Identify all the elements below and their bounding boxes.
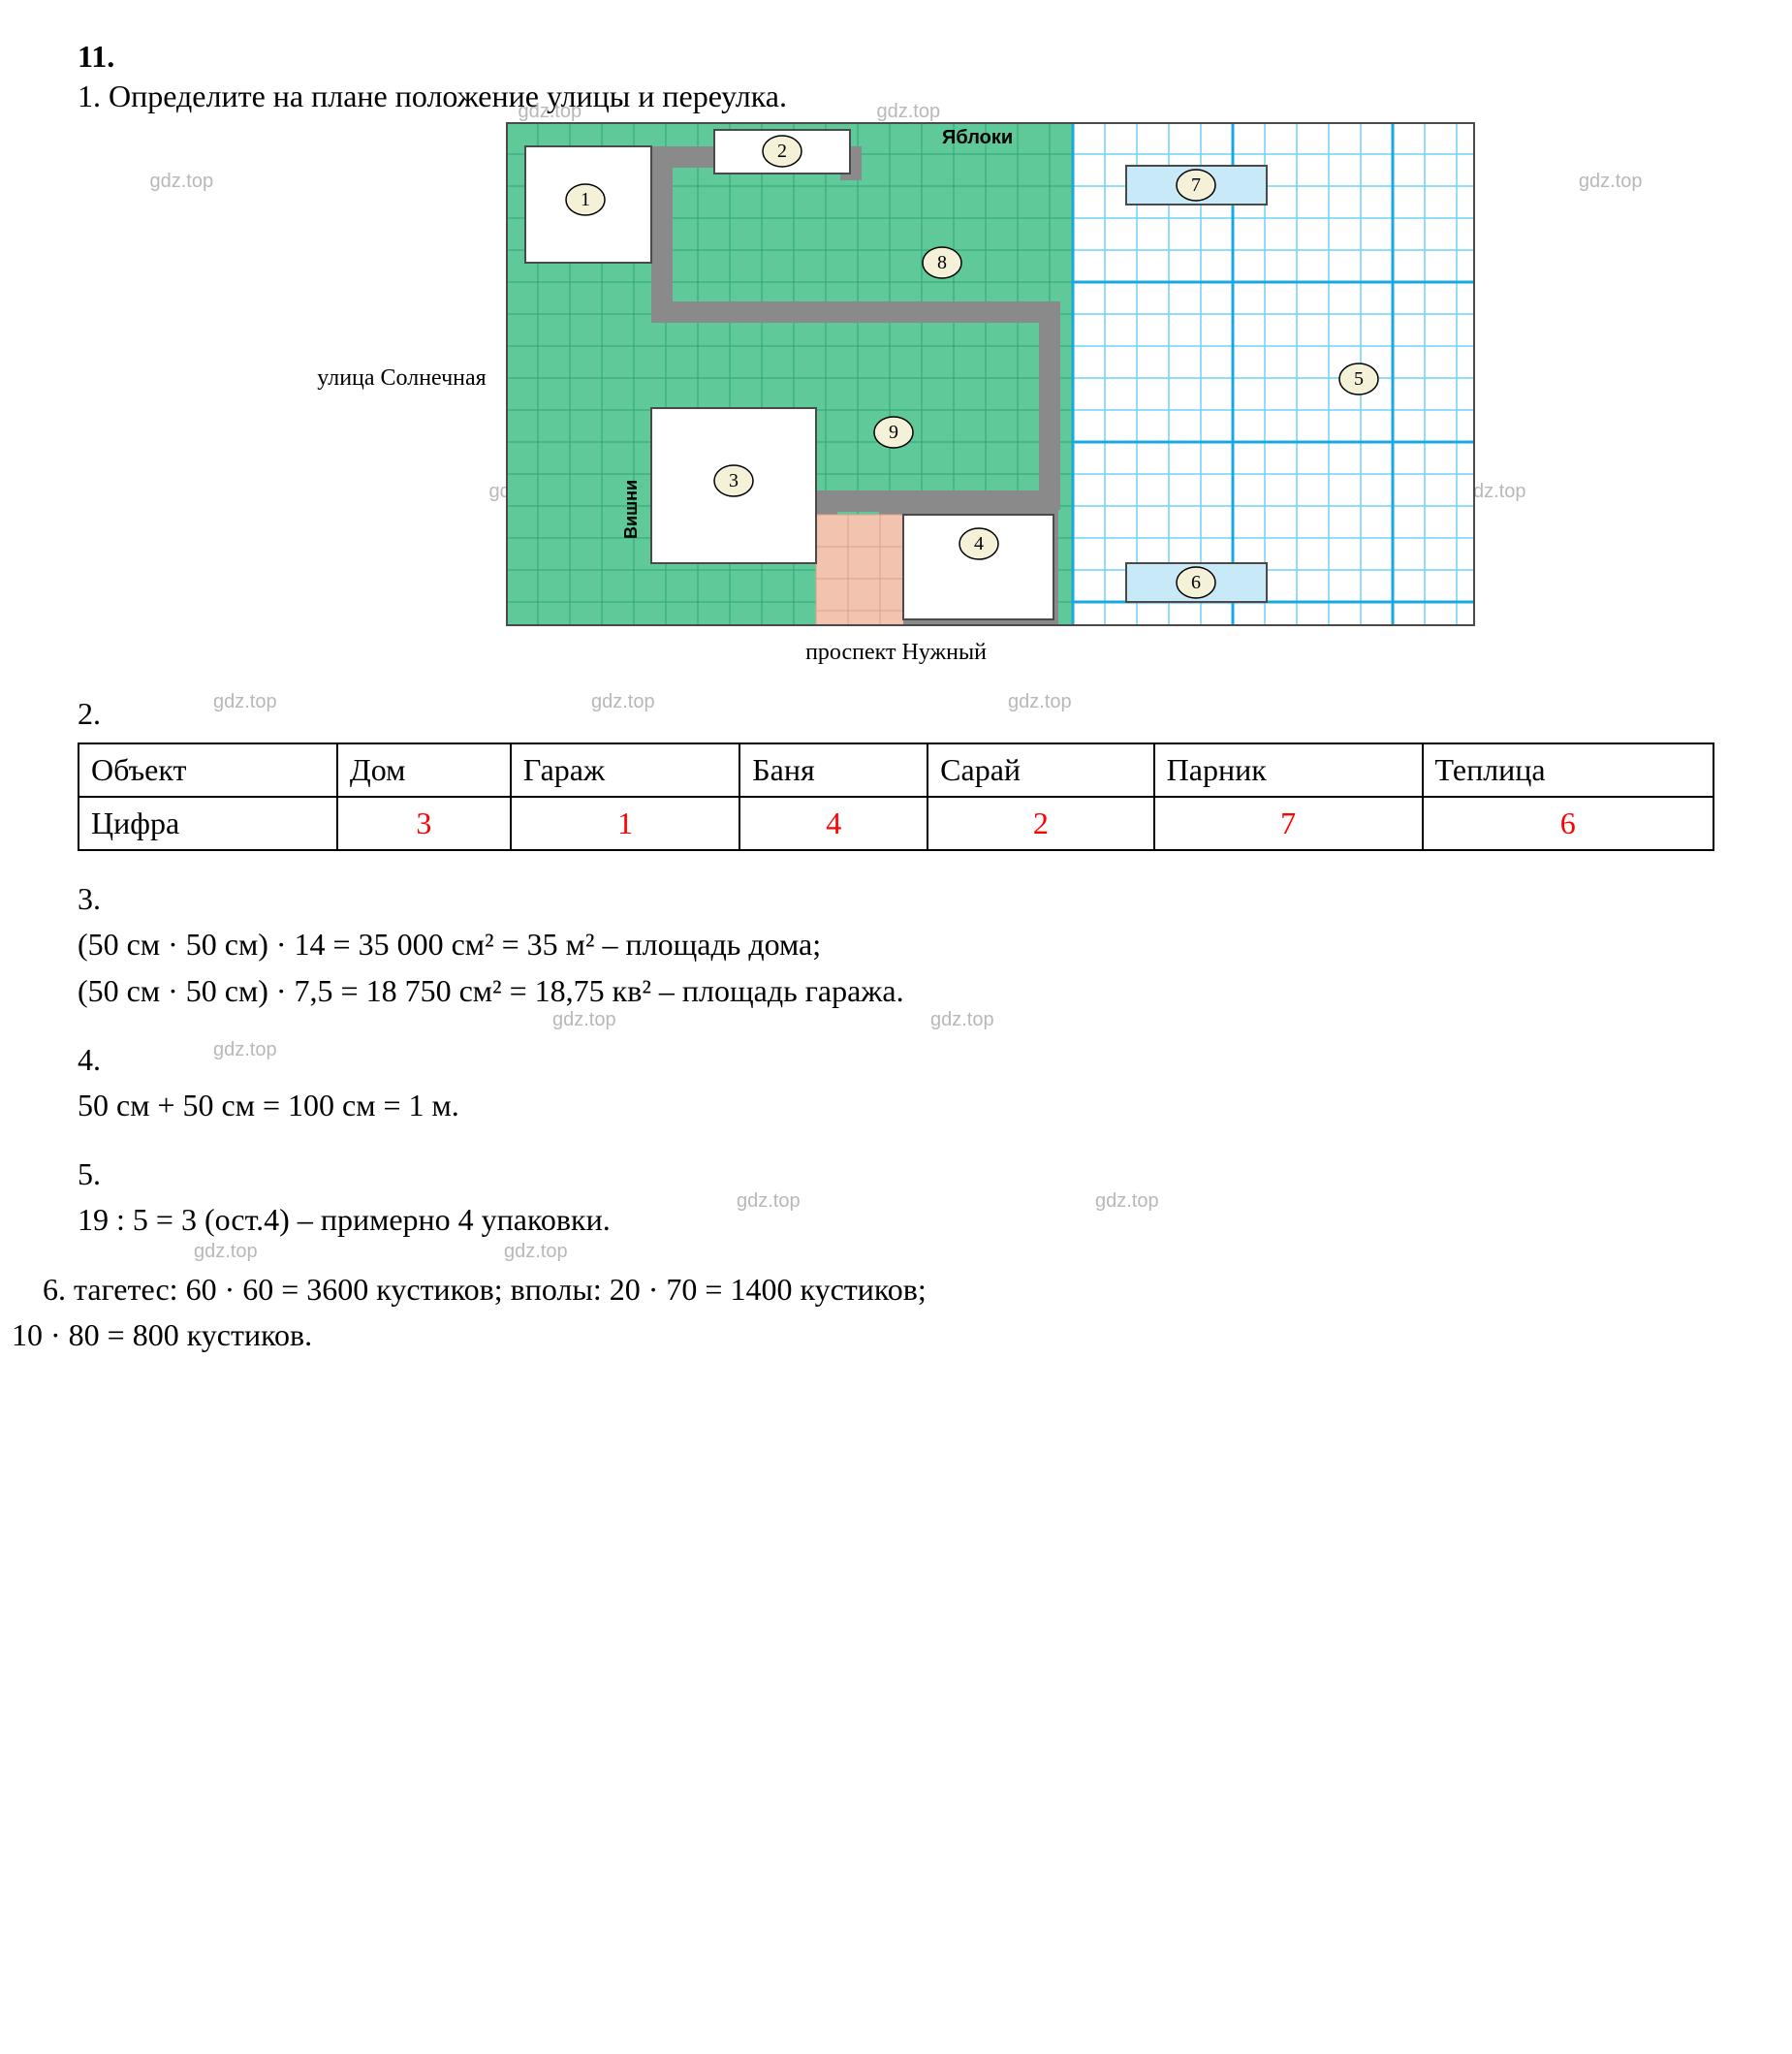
col-digit: 7 xyxy=(1154,797,1423,850)
watermark: gdz.top xyxy=(930,1009,994,1031)
row2-label: Цифра xyxy=(79,797,337,850)
watermark: gdz.top xyxy=(150,171,214,193)
col-digit: 3 xyxy=(337,797,511,850)
section-2-number: 2. xyxy=(78,693,1714,735)
svg-text:7: 7 xyxy=(1191,174,1201,196)
section-4: gdz.top 4. 50 см + 50 см = 100 см = 1 м. xyxy=(78,1039,1714,1126)
plan-diagram: gdz.top gdz.top gdz.top gdz.top gdz.top … xyxy=(218,122,1575,666)
svg-text:Яблоки: Яблоки xyxy=(942,127,1013,148)
task1-text: 1. Определите на плане положение улицы и… xyxy=(78,79,787,113)
section-6-line2: 10 · 80 = 800 кустиков. xyxy=(12,1314,1714,1356)
plan-svg-container: Яблоки Вишни 1 2 3 4 5 6 7 8 9 xyxy=(506,122,1475,634)
section-3-line1: (50 см · 50 см) · 14 = 35 000 см² = 35 м… xyxy=(78,924,1714,965)
section-5-line1: 19 : 5 = 3 (ост.4) – примерно 4 упаковки… xyxy=(78,1199,1714,1241)
col-digit: 2 xyxy=(927,797,1153,850)
watermark: gdz.top xyxy=(519,101,582,123)
svg-text:8: 8 xyxy=(937,252,947,273)
row1-label: Объект xyxy=(79,743,337,797)
watermark: gdz.top xyxy=(591,691,655,713)
watermark: gdz.top xyxy=(877,101,941,123)
watermark: gdz.top xyxy=(737,1190,801,1213)
objects-table: Объект Дом Гараж Баня Сарай Парник Тепли… xyxy=(78,743,1714,851)
section-3-line2: (50 см · 50 см) · 7,5 = 18 750 см² = 18,… xyxy=(78,970,1714,1012)
watermark: gdz.top xyxy=(552,1009,616,1031)
problem-number: 11. xyxy=(78,39,1714,75)
svg-text:9: 9 xyxy=(889,422,898,443)
street-left-label: улица Солнечная xyxy=(317,365,486,392)
watermark: gdz.top xyxy=(504,1241,568,1263)
table-row-values: Цифра 3 1 4 2 7 6 xyxy=(79,797,1713,850)
watermark: gdz.top xyxy=(194,1241,258,1263)
watermark: gdz.top xyxy=(1095,1190,1159,1213)
col-digit: 6 xyxy=(1423,797,1713,850)
svg-text:Вишни: Вишни xyxy=(621,480,641,539)
svg-text:3: 3 xyxy=(729,470,739,491)
section-5-number: 5. xyxy=(78,1153,1714,1195)
svg-text:4: 4 xyxy=(974,533,984,554)
svg-text:1: 1 xyxy=(581,189,590,210)
section-4-number: 4. xyxy=(78,1039,1714,1081)
section-3: 3. (50 см · 50 см) · 14 = 35 000 см² = 3… xyxy=(78,878,1714,1012)
plan-svg: Яблоки Вишни 1 2 3 4 5 6 7 8 9 xyxy=(506,122,1475,626)
table-row-header: Объект Дом Гараж Баня Сарай Парник Тепли… xyxy=(79,743,1713,797)
section-6: 6. тагетес: 60 · 60 = 3600 кустиков; впо… xyxy=(12,1269,1714,1356)
watermark: gdz.top xyxy=(1008,691,1072,713)
section-4-line1: 50 см + 50 см = 100 см = 1 м. xyxy=(78,1085,1714,1126)
col-name: Парник xyxy=(1154,743,1423,797)
col-name: Гараж xyxy=(511,743,739,797)
col-digit: 1 xyxy=(511,797,739,850)
section-5: 5. 19 : 5 = 3 (ост.4) – примерно 4 упако… xyxy=(78,1153,1714,1241)
col-digit: 4 xyxy=(739,797,927,850)
col-name: Сарай xyxy=(927,743,1153,797)
watermark: gdz.top xyxy=(213,691,277,713)
col-name: Теплица xyxy=(1423,743,1713,797)
street-bottom-label: проспект Нужный xyxy=(218,640,1575,666)
section-2: gdz.top gdz.top gdz.top 2. Объект Дом Га… xyxy=(78,693,1714,851)
svg-text:6: 6 xyxy=(1191,572,1201,593)
svg-text:2: 2 xyxy=(777,141,787,162)
watermark: gdz.top xyxy=(213,1039,277,1061)
section-6-line1: 6. тагетес: 60 · 60 = 3600 кустиков; впо… xyxy=(12,1269,1714,1311)
section-3-number: 3. xyxy=(78,878,1714,920)
col-name: Дом xyxy=(337,743,511,797)
svg-text:5: 5 xyxy=(1354,368,1364,390)
watermark: gdz.top xyxy=(1579,171,1643,193)
col-name: Баня xyxy=(739,743,927,797)
